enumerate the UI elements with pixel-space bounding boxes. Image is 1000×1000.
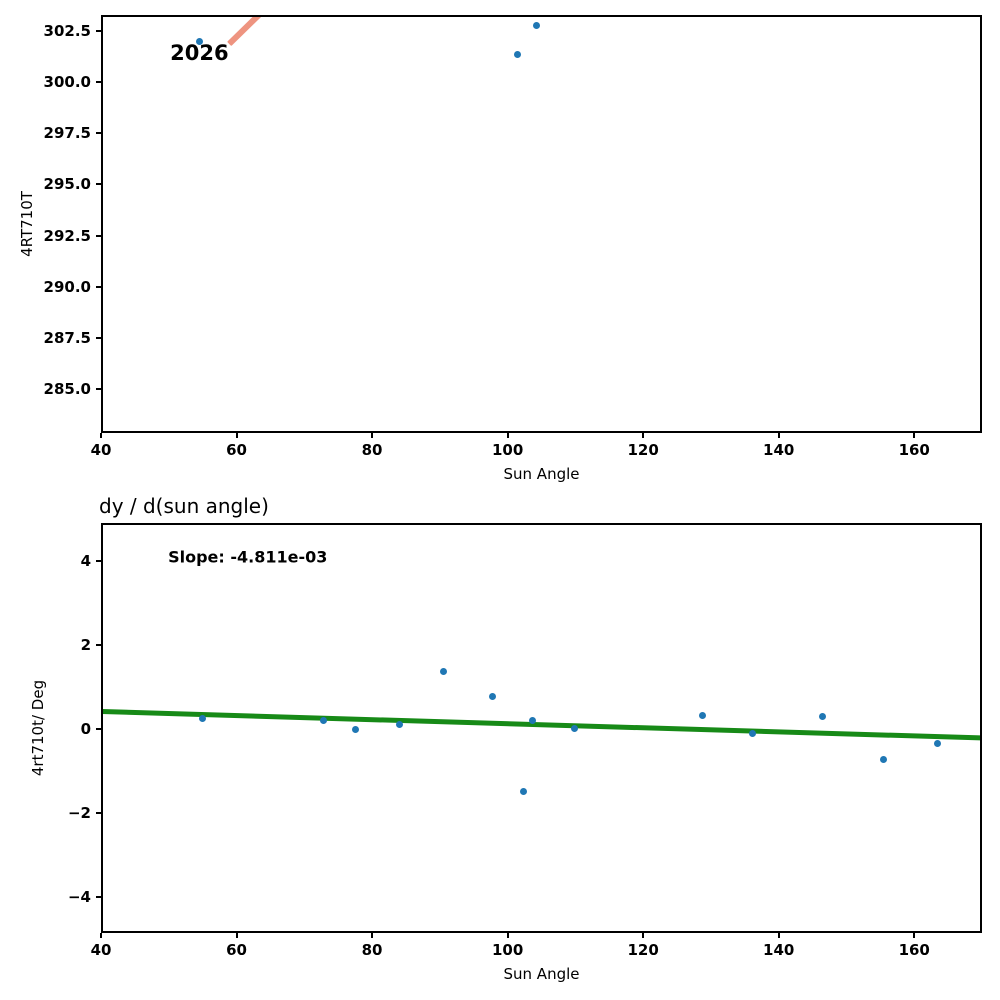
x-tick-mark [100, 433, 102, 438]
x-tick-mark [371, 433, 374, 438]
x-tick-mark [777, 433, 780, 438]
x-tick-label: 160 [898, 441, 930, 459]
data-point [533, 22, 541, 30]
y-tick-label: −4 [67, 887, 91, 906]
axes-frame [101, 523, 982, 933]
x-tick-label: 80 [361, 941, 383, 959]
plot-area [101, 523, 982, 933]
x-axis-label: Sun Angle [503, 465, 580, 483]
x-axis-label: Sun Angle [503, 965, 580, 983]
x-tick-label: 120 [627, 941, 659, 959]
y-tick-mark [96, 81, 101, 83]
y-axis-label: 4RT710T [18, 191, 36, 257]
y-tick-label: 297.5 [43, 124, 91, 143]
x-tick-label: 100 [491, 941, 524, 959]
y-axis-label: 4rt710t/ Deg [29, 679, 47, 777]
x-tick-mark [100, 933, 102, 938]
y-tick-mark [96, 29, 101, 32]
plot-title: dy / d(sun angle) [99, 494, 269, 518]
data-point [699, 712, 707, 720]
data-point [748, 730, 756, 738]
data-point [439, 668, 447, 676]
data-point [488, 693, 496, 701]
plot-area [101, 15, 982, 433]
x-tick-label: 60 [226, 941, 247, 959]
y-tick-mark [96, 895, 101, 898]
data-point [528, 716, 536, 724]
y-tick-mark [96, 727, 101, 730]
annotation-slope: Slope: -4.811e-03 [168, 547, 328, 567]
y-tick-label: 300.0 [43, 73, 91, 91]
x-tick-mark [913, 933, 916, 938]
x-tick-label: 60 [226, 441, 247, 459]
y-tick-mark [96, 337, 101, 340]
x-tick-label: 140 [763, 441, 795, 459]
x-tick-mark [235, 433, 238, 438]
data-point [879, 756, 887, 764]
x-tick-label: 100 [491, 441, 524, 459]
y-tick-label: 0 [80, 719, 91, 738]
y-tick-label: 4 [80, 551, 91, 570]
x-tick-label: 40 [90, 441, 112, 459]
x-tick-mark [371, 933, 374, 938]
x-tick-mark [913, 433, 916, 438]
y-tick-label: 292.5 [43, 226, 91, 245]
y-tick-mark [96, 811, 101, 814]
data-point [819, 713, 827, 721]
x-tick-mark [235, 933, 238, 938]
data-point [519, 788, 527, 796]
data-point [396, 721, 404, 729]
x-tick-label: 140 [763, 941, 795, 959]
y-tick-label: 290.0 [43, 277, 91, 296]
x-tick-mark [506, 433, 509, 438]
x-tick-mark [777, 933, 780, 938]
x-tick-label: 160 [898, 941, 930, 959]
top-plot: 40 60 80 100 120 140 160 285.0 287.5 290.0 292.5 29… [18, 15, 982, 483]
y-tick-mark [96, 643, 101, 646]
y-tick-mark [96, 183, 101, 186]
y-tick-mark [96, 388, 101, 391]
y-tick-mark [96, 559, 101, 562]
y-tick-label: 285.0 [43, 380, 91, 399]
y-tick-mark [96, 234, 101, 237]
y-tick-label: −2 [67, 803, 91, 822]
data-point [319, 717, 327, 725]
x-tick-mark [506, 933, 509, 938]
annotation-2026: 2026 [170, 41, 229, 66]
data-point [571, 724, 579, 732]
y-tick-mark [96, 132, 101, 135]
x-tick-label: 40 [90, 941, 112, 959]
y-tick-label: 287.5 [43, 329, 91, 348]
y-tick-mark [96, 285, 101, 288]
x-tick-label: 120 [627, 441, 659, 459]
y-tick-label: 295.0 [43, 175, 91, 194]
x-tick-mark [642, 933, 645, 938]
data-point [196, 37, 204, 45]
x-tick-mark [642, 433, 645, 438]
axes-frame [101, 15, 982, 433]
data-point [513, 50, 521, 58]
bottom-plot: 40 60 80 100 120 140 160 4 2 0 −2 −4 Sun Angle 4rt710… [29, 494, 982, 983]
data-point [933, 740, 941, 748]
y-tick-label: 302.5 [43, 21, 91, 40]
x-tick-label: 80 [361, 441, 383, 459]
data-point [199, 715, 207, 723]
data-point [351, 726, 359, 734]
y-tick-label: 2 [80, 635, 91, 654]
